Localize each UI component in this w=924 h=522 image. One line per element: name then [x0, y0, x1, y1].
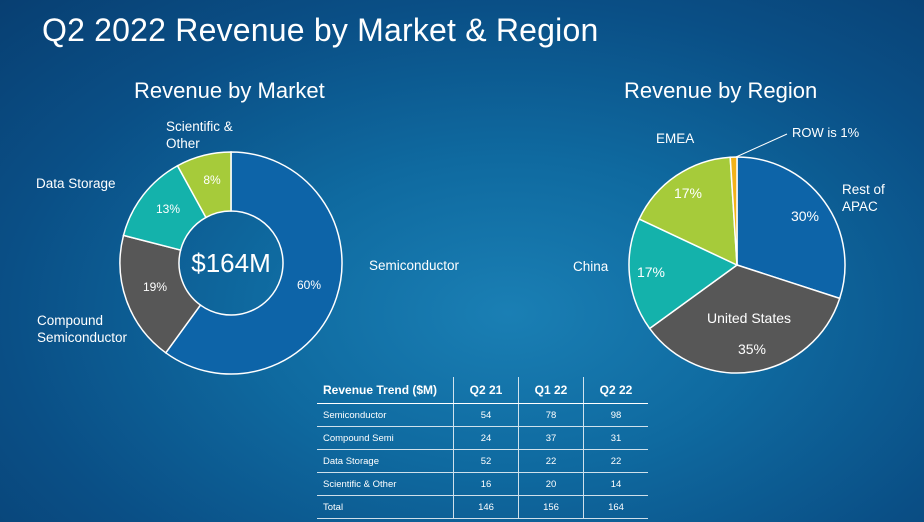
table-cell-value: 52: [453, 449, 519, 473]
market-value-label: 60%: [297, 278, 321, 292]
table-row-label: Total: [317, 495, 454, 519]
table-cell-value: 24: [453, 426, 519, 450]
table-header-period: Q2 22: [583, 377, 648, 404]
region-category-label: China: [573, 259, 609, 274]
region-slice-china: [628, 218, 739, 330]
region-category-label: Rest of APAC: [842, 182, 885, 214]
table-header-label: Revenue Trend ($M): [317, 377, 454, 404]
table-row: Compound Semi 24 37 31: [317, 426, 648, 450]
table-header-period: Q2 21: [453, 377, 519, 404]
market-slice-compound-semiconductor: [119, 234, 202, 354]
table-cell-value: 22: [518, 449, 584, 473]
donut-center-total: $164M: [191, 248, 271, 278]
table-cell-value: 164: [583, 495, 648, 519]
market-category-label: Scientific & Other: [166, 119, 233, 151]
table-cell-value: 98: [583, 403, 648, 427]
table-cell-value: 22: [583, 449, 648, 473]
revenue-trend-table: Revenue Trend ($M) Q2 21 Q1 22 Q2 22 Semico…: [317, 377, 648, 519]
table-cell-value: 20: [518, 472, 584, 496]
table-header-row: Revenue Trend ($M) Q2 21 Q1 22 Q2 22: [317, 377, 648, 404]
table-cell-value: 16: [453, 472, 519, 496]
table-cell-value: 31: [583, 426, 648, 450]
table-row: Semiconductor 54 78 98: [317, 403, 648, 427]
region-value-label: 17%: [674, 185, 702, 201]
market-slice-semiconductor: [164, 151, 343, 375]
region-slice-united-states: [648, 264, 841, 374]
market-chart-title: Revenue by Market: [134, 78, 325, 103]
table-cell-value: 156: [518, 495, 584, 519]
region-category-label: United States: [707, 310, 791, 326]
row-leader-line: [735, 133, 788, 158]
table-cell-value: 78: [518, 403, 584, 427]
table-cell-value: 14: [583, 472, 648, 496]
region-value-label: 30%: [791, 208, 819, 224]
table-row-label: Data Storage: [317, 449, 454, 473]
table-cell-value: 37: [518, 426, 584, 450]
market-value-label: 8%: [203, 173, 221, 187]
table-cell-value: 146: [453, 495, 519, 519]
market-category-label: Data Storage: [36, 176, 116, 191]
market-category-label: Compound Semiconductor: [37, 313, 128, 345]
region-value-label: 17%: [637, 264, 665, 280]
region-category-label: EMEA: [656, 131, 694, 146]
market-value-label: 19%: [143, 280, 167, 294]
region-value-label: 35%: [738, 341, 766, 357]
market-slice-scientific-other: [176, 151, 232, 219]
table-cell-value: 54: [453, 403, 519, 427]
region-category-label: ROW is 1%: [792, 125, 860, 140]
page-title: Q2 2022 Revenue by Market & Region: [42, 12, 599, 48]
market-category-label: Semiconductor: [369, 258, 460, 273]
table-row-label: Semiconductor: [317, 403, 454, 427]
table-row: Total 146 156 164: [317, 495, 648, 519]
table-row: Scientific & Other 16 20 14: [317, 472, 648, 496]
region-chart-title: Revenue by Region: [624, 78, 818, 103]
table-row-label: Scientific & Other: [317, 472, 454, 496]
market-value-label: 13%: [156, 202, 180, 216]
table-row-label: Compound Semi: [317, 426, 454, 450]
region-slice-emea: [638, 156, 738, 267]
region-slice-rest-of-apac: [736, 156, 846, 300]
table-header-period: Q1 22: [518, 377, 584, 404]
table-row: Data Storage 52 22 22: [317, 449, 648, 473]
